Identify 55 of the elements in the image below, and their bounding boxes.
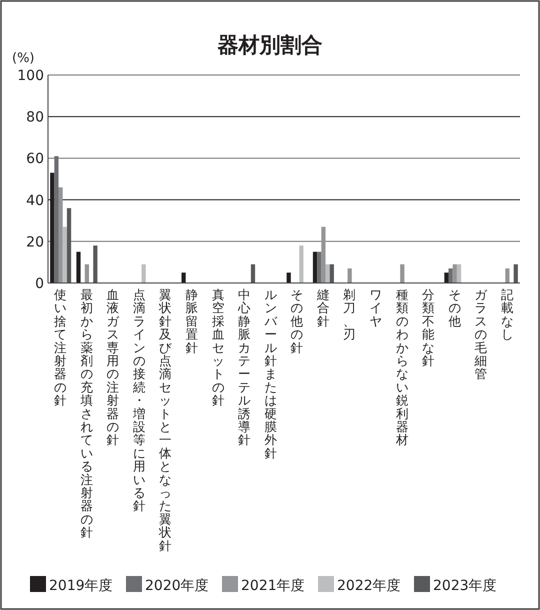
y-tick-label: 100: [17, 68, 44, 84]
legend-label: 2022年度: [337, 578, 401, 594]
category-label: 点滴ラインの接続・増設等に用いる針: [132, 287, 146, 514]
bar: [84, 264, 89, 283]
bar: [514, 264, 518, 283]
x-tick-label: 剃刀、刃: [343, 287, 356, 342]
bar: [62, 226, 67, 283]
x-tick-label: ガラスの毛細管: [474, 287, 489, 382]
bar: [286, 272, 291, 283]
y-tick-label: 60: [26, 151, 44, 168]
legend-label: 2019年度: [49, 578, 113, 594]
bar: [326, 264, 330, 283]
chart-title: 器材別割合: [218, 33, 322, 57]
y-tick-label: 40: [26, 192, 44, 209]
category-label: 最初から薬剤の充填されている注射器の針: [80, 287, 94, 540]
bar: [400, 264, 404, 283]
x-tick-label: その他: [448, 287, 462, 328]
category-label: 真空採血セットの針: [212, 287, 225, 408]
bar: [330, 264, 334, 283]
category-label: 血液ガス専用の注射器の針: [106, 287, 120, 448]
bar: [505, 268, 510, 283]
bar: [321, 226, 326, 283]
category-label: ルンバール針または硬膜外針: [264, 287, 278, 460]
category-label: 中心静脈カテーテル誘導針: [238, 287, 252, 448]
x-tick-label: 静脈留置針: [186, 287, 199, 355]
y-tick-label: 80: [26, 110, 44, 126]
y-tick-label: 0: [35, 276, 44, 292]
y-axis-title: (%): [12, 51, 34, 66]
bar: [448, 268, 453, 283]
legend-label: 2021年度: [241, 578, 305, 594]
y-tick-label: 20: [26, 234, 44, 250]
bar: [299, 246, 304, 283]
bar: [66, 208, 72, 283]
bar: [444, 272, 449, 283]
category-label: 使い捨て注射器の針: [54, 287, 68, 408]
bar: [76, 252, 81, 283]
x-tick-label: 縫合針: [316, 287, 330, 328]
category-label: 翼状針及び点滴セットと一体となった翼状針: [159, 287, 172, 553]
bar: [348, 268, 352, 283]
x-tick-label: その他の針: [290, 287, 304, 355]
x-tick-label: ワイヤ: [369, 287, 382, 328]
bar: [58, 187, 63, 283]
bar: [142, 264, 146, 283]
legend-label: 2020年度: [145, 578, 209, 594]
category-label: 種類のわからない鋭利器材: [396, 287, 409, 448]
bar: [250, 264, 256, 283]
bar: [93, 246, 98, 283]
x-tick-label: 記載なし: [500, 287, 514, 342]
legend-label: 2023年度: [433, 578, 497, 594]
x-tick-label: 分類不能な針: [422, 287, 436, 368]
bar: [456, 264, 462, 283]
bar: [312, 252, 318, 283]
bar: [452, 264, 457, 283]
bar: [182, 272, 186, 283]
bar: [317, 252, 322, 283]
